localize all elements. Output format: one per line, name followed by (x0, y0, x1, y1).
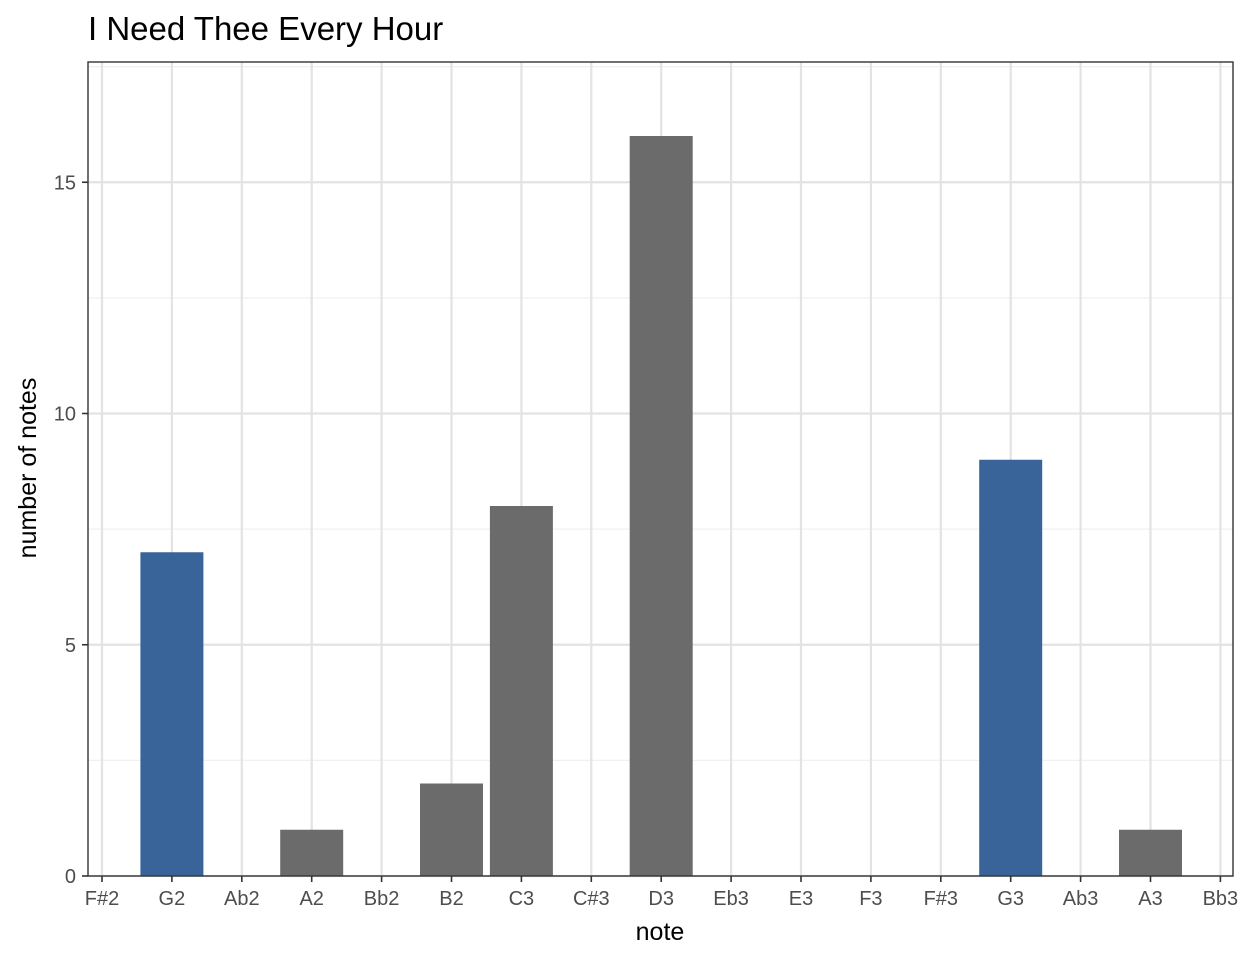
x-tick-label: Ab2 (224, 888, 260, 910)
x-tick-label: Eb3 (713, 888, 749, 910)
bar-a2 (280, 829, 344, 876)
x-tick-label: C#3 (573, 888, 610, 910)
x-tick-label: G2 (159, 888, 186, 910)
chart-title: I Need Thee Every Hour (88, 10, 443, 47)
x-tick-label: Ab3 (1063, 888, 1099, 910)
bars (140, 136, 1182, 876)
bar-b2 (420, 783, 483, 876)
bar-d3 (629, 136, 693, 876)
y-axis: 0 5 10 15 (54, 172, 88, 888)
y-tick-label: 5 (65, 635, 76, 657)
x-tick-label: F3 (859, 888, 882, 910)
x-tick-label: A3 (1138, 888, 1162, 910)
x-tick-label: D3 (648, 888, 674, 910)
x-tick-label: E3 (789, 888, 813, 910)
x-tick-label: C3 (509, 888, 535, 910)
x-axis-title: note (636, 918, 685, 946)
bar-a3 (1119, 829, 1182, 876)
x-tick-label: Bb3 (1203, 888, 1239, 910)
y-tick-label: 0 (65, 866, 76, 888)
x-tick-label: G3 (997, 888, 1024, 910)
x-tick-label: F#2 (85, 888, 119, 910)
bar-c3 (489, 506, 553, 876)
bar-g3 (979, 459, 1043, 876)
x-tick-label: A2 (299, 888, 323, 910)
y-tick-label: 10 (54, 404, 76, 426)
x-tick-label: Bb2 (364, 888, 400, 910)
x-tick-label: F#3 (924, 888, 958, 910)
bar-g2 (140, 552, 204, 876)
x-axis: F#2 G2 Ab2 A2 Bb2 B2 C3 C#3 D3 Eb3 E3 F3 F#3 G3 Ab3 A3 B… (85, 876, 1238, 910)
y-axis-title: number of notes (14, 378, 42, 559)
x-tick-label: B2 (439, 888, 463, 910)
y-tick-label: 15 (54, 172, 76, 194)
